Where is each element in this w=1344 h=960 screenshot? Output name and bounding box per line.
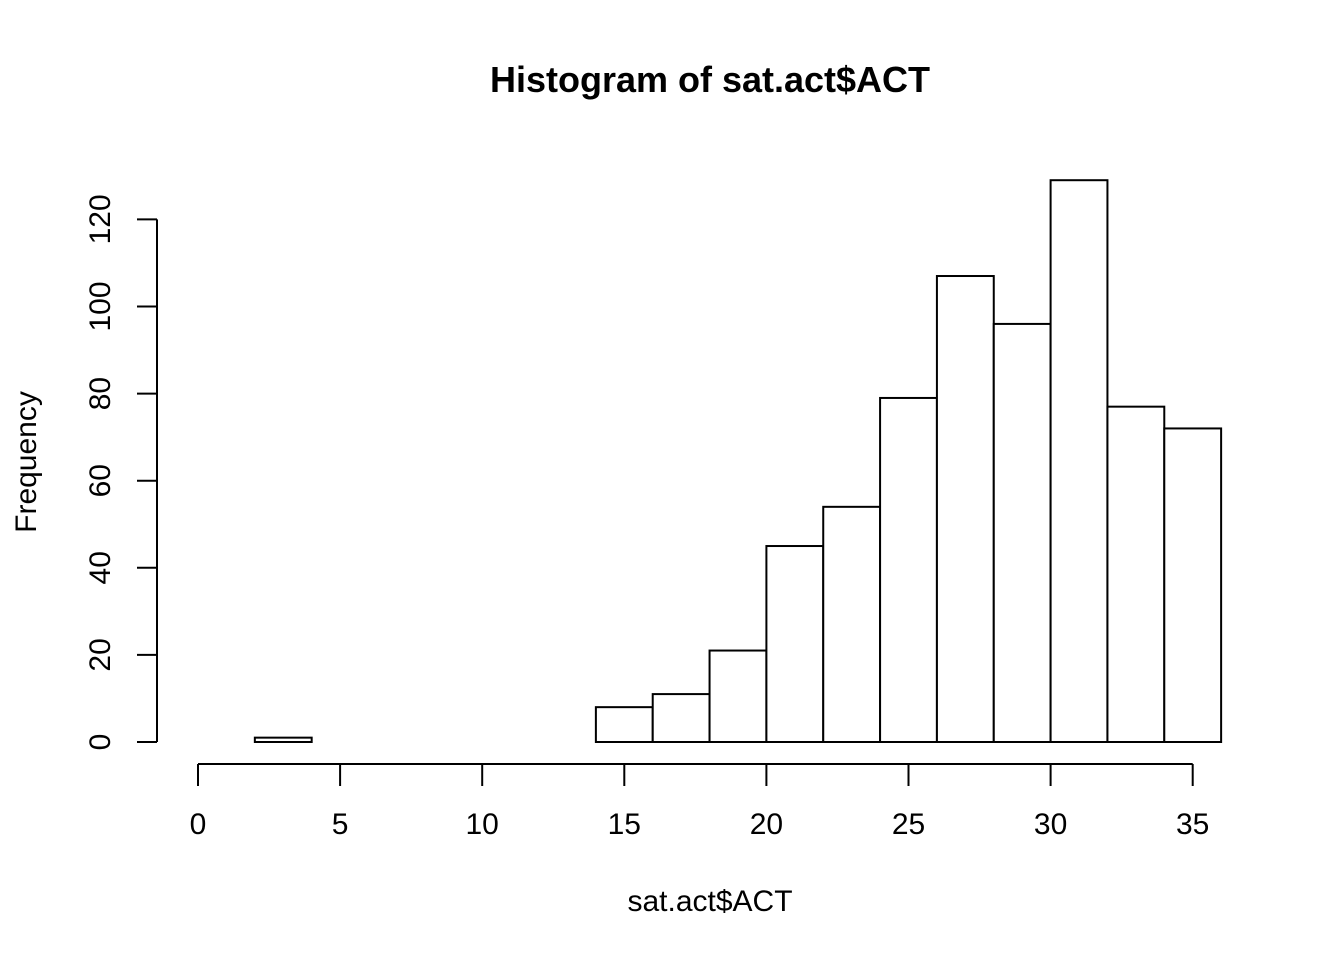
y-axis-label: Frequency bbox=[10, 391, 43, 533]
histogram-bar bbox=[1163, 427, 1223, 743]
histogram-bar bbox=[253, 736, 313, 744]
bars-group bbox=[253, 179, 1223, 744]
histogram-bar bbox=[651, 693, 711, 743]
y-tick-label: 20 bbox=[84, 638, 117, 671]
x-tick-label: 0 bbox=[190, 808, 207, 841]
histogram-bar bbox=[1106, 405, 1166, 743]
x-tick-label: 15 bbox=[608, 808, 641, 841]
histogram-bar bbox=[879, 396, 938, 743]
histogram-bar bbox=[1049, 179, 1109, 743]
histogram-bar bbox=[822, 505, 882, 743]
chart-title: Histogram of sat.act$ACT bbox=[490, 59, 930, 100]
x-tick-label: 20 bbox=[750, 808, 783, 841]
y-tick-label: 60 bbox=[84, 464, 117, 497]
x-axis-label: sat.act$ACT bbox=[627, 885, 792, 918]
y-axis: 0 20 40 60 80 100 120 bbox=[84, 194, 158, 751]
histogram-bar bbox=[992, 322, 1052, 743]
x-axis: 0 5 10 15 20 25 30 35 bbox=[190, 763, 1209, 841]
histogram-bar bbox=[765, 545, 825, 744]
x-tick-label: 10 bbox=[466, 808, 499, 841]
y-tick-label: 120 bbox=[84, 194, 117, 244]
x-tick-label: 25 bbox=[892, 808, 925, 841]
x-tick-label: 5 bbox=[332, 808, 349, 841]
histogram-bar bbox=[594, 706, 654, 743]
histogram-bar bbox=[708, 649, 768, 743]
y-tick-label: 100 bbox=[84, 281, 117, 331]
y-tick-label: 80 bbox=[84, 377, 117, 410]
y-tick-label: 0 bbox=[84, 734, 117, 751]
x-tick-label: 30 bbox=[1034, 808, 1067, 841]
x-tick-label: 35 bbox=[1176, 808, 1209, 841]
histogram-bar bbox=[935, 275, 995, 743]
y-tick-label: 40 bbox=[84, 551, 117, 584]
